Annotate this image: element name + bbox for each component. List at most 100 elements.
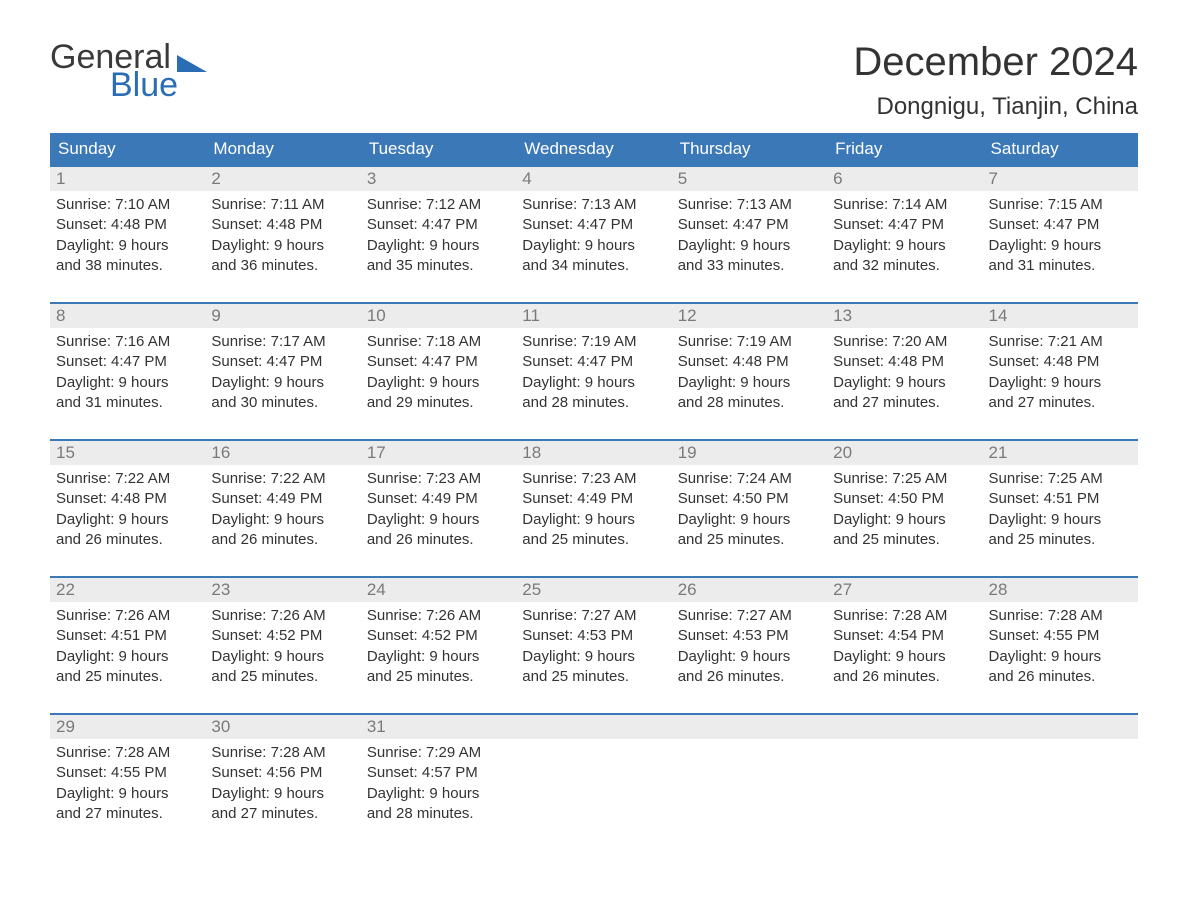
day-cell: 14Sunrise: 7:21 AMSunset: 4:48 PMDayligh… (983, 304, 1138, 419)
sunrise-text: Sunrise: 7:26 AM (56, 606, 199, 626)
day-cell: 19Sunrise: 7:24 AMSunset: 4:50 PMDayligh… (672, 441, 827, 556)
day-cell: 21Sunrise: 7:25 AMSunset: 4:51 PMDayligh… (983, 441, 1138, 556)
sunrise-text: Sunrise: 7:22 AM (56, 469, 199, 489)
daylight-text: Daylight: 9 hours (522, 510, 665, 530)
sunset-text: Sunset: 4:51 PM (989, 489, 1132, 509)
daylight-text: Daylight: 9 hours (833, 236, 976, 256)
day-number: 13 (827, 304, 982, 328)
day-number: 16 (205, 441, 360, 465)
sunrise-text: Sunrise: 7:19 AM (522, 332, 665, 352)
sunrise-text: Sunrise: 7:14 AM (833, 195, 976, 215)
daylight-text: Daylight: 9 hours (678, 510, 821, 530)
day-body: Sunrise: 7:28 AMSunset: 4:55 PMDaylight:… (50, 739, 205, 830)
weekday-header: Sunday (50, 133, 205, 165)
day-cell: 9Sunrise: 7:17 AMSunset: 4:47 PMDaylight… (205, 304, 360, 419)
sunrise-text: Sunrise: 7:24 AM (678, 469, 821, 489)
daylight-text: and 25 minutes. (678, 530, 821, 550)
day-number: 30 (205, 715, 360, 739)
daylight-text: and 30 minutes. (211, 393, 354, 413)
daylight-text: and 33 minutes. (678, 256, 821, 276)
daylight-text: Daylight: 9 hours (833, 373, 976, 393)
week-row: 8Sunrise: 7:16 AMSunset: 4:47 PMDaylight… (50, 302, 1138, 419)
sunrise-text: Sunrise: 7:18 AM (367, 332, 510, 352)
day-cell: 23Sunrise: 7:26 AMSunset: 4:52 PMDayligh… (205, 578, 360, 693)
day-number: 29 (50, 715, 205, 739)
daylight-text: Daylight: 9 hours (367, 236, 510, 256)
day-number: 27 (827, 578, 982, 602)
weekday-header: Monday (205, 133, 360, 165)
sunset-text: Sunset: 4:48 PM (56, 215, 199, 235)
brand-logo: General Blue (50, 40, 207, 102)
day-cell: 6Sunrise: 7:14 AMSunset: 4:47 PMDaylight… (827, 167, 982, 282)
title-block: December 2024 Dongnigu, Tianjin, China (853, 40, 1138, 121)
daylight-text: and 38 minutes. (56, 256, 199, 276)
day-cell: 3Sunrise: 7:12 AMSunset: 4:47 PMDaylight… (361, 167, 516, 282)
daylight-text: and 27 minutes. (989, 393, 1132, 413)
day-number: 9 (205, 304, 360, 328)
daylight-text: and 29 minutes. (367, 393, 510, 413)
day-body: Sunrise: 7:14 AMSunset: 4:47 PMDaylight:… (827, 191, 982, 282)
day-cell (983, 715, 1138, 830)
day-body: Sunrise: 7:28 AMSunset: 4:54 PMDaylight:… (827, 602, 982, 693)
daylight-text: Daylight: 9 hours (211, 784, 354, 804)
sunset-text: Sunset: 4:49 PM (211, 489, 354, 509)
daylight-text: and 26 minutes. (211, 530, 354, 550)
day-number: 1 (50, 167, 205, 191)
daylight-text: and 34 minutes. (522, 256, 665, 276)
sunrise-text: Sunrise: 7:28 AM (989, 606, 1132, 626)
sunset-text: Sunset: 4:48 PM (56, 489, 199, 509)
day-body: Sunrise: 7:17 AMSunset: 4:47 PMDaylight:… (205, 328, 360, 419)
day-number: 22 (50, 578, 205, 602)
day-number (827, 715, 982, 739)
sunset-text: Sunset: 4:56 PM (211, 763, 354, 783)
daylight-text: and 25 minutes. (989, 530, 1132, 550)
day-cell: 11Sunrise: 7:19 AMSunset: 4:47 PMDayligh… (516, 304, 671, 419)
daylight-text: Daylight: 9 hours (833, 510, 976, 530)
day-body: Sunrise: 7:27 AMSunset: 4:53 PMDaylight:… (516, 602, 671, 693)
daylight-text: and 35 minutes. (367, 256, 510, 276)
daylight-text: Daylight: 9 hours (56, 647, 199, 667)
sunset-text: Sunset: 4:53 PM (678, 626, 821, 646)
day-body: Sunrise: 7:27 AMSunset: 4:53 PMDaylight:… (672, 602, 827, 693)
day-body: Sunrise: 7:26 AMSunset: 4:51 PMDaylight:… (50, 602, 205, 693)
sunrise-text: Sunrise: 7:25 AM (989, 469, 1132, 489)
location-subtitle: Dongnigu, Tianjin, China (853, 93, 1138, 121)
sunset-text: Sunset: 4:47 PM (833, 215, 976, 235)
daylight-text: Daylight: 9 hours (367, 373, 510, 393)
day-number: 3 (361, 167, 516, 191)
daylight-text: and 26 minutes. (56, 530, 199, 550)
daylight-text: and 26 minutes. (989, 667, 1132, 687)
sunset-text: Sunset: 4:50 PM (678, 489, 821, 509)
day-number: 23 (205, 578, 360, 602)
daylight-text: Daylight: 9 hours (211, 236, 354, 256)
day-body: Sunrise: 7:19 AMSunset: 4:48 PMDaylight:… (672, 328, 827, 419)
sunrise-text: Sunrise: 7:12 AM (367, 195, 510, 215)
daylight-text: and 25 minutes. (367, 667, 510, 687)
day-cell: 20Sunrise: 7:25 AMSunset: 4:50 PMDayligh… (827, 441, 982, 556)
daylight-text: Daylight: 9 hours (367, 647, 510, 667)
daylight-text: Daylight: 9 hours (211, 510, 354, 530)
sunrise-text: Sunrise: 7:27 AM (522, 606, 665, 626)
daylight-text: Daylight: 9 hours (211, 647, 354, 667)
sunrise-text: Sunrise: 7:28 AM (211, 743, 354, 763)
sunset-text: Sunset: 4:54 PM (833, 626, 976, 646)
day-number: 15 (50, 441, 205, 465)
weekday-header-row: Sunday Monday Tuesday Wednesday Thursday… (50, 133, 1138, 165)
day-cell: 30 Sunrise: 7:28 AMSunset: 4:56 PMDayligh… (205, 715, 360, 830)
sunset-text: Sunset: 4:47 PM (989, 215, 1132, 235)
daylight-text: Daylight: 9 hours (989, 647, 1132, 667)
daylight-text: Daylight: 9 hours (367, 784, 510, 804)
month-title: December 2024 (853, 40, 1138, 85)
day-cell: 7Sunrise: 7:15 AMSunset: 4:47 PMDaylight… (983, 167, 1138, 282)
daylight-text: and 36 minutes. (211, 256, 354, 276)
sunrise-text: Sunrise: 7:29 AM (367, 743, 510, 763)
sunrise-text: Sunrise: 7:17 AM (211, 332, 354, 352)
weekday-header: Thursday (672, 133, 827, 165)
sunrise-text: Sunrise: 7:22 AM (211, 469, 354, 489)
daylight-text: and 31 minutes. (989, 256, 1132, 276)
day-body: Sunrise: 7:24 AMSunset: 4:50 PMDaylight:… (672, 465, 827, 556)
sunset-text: Sunset: 4:50 PM (833, 489, 976, 509)
day-body: Sunrise: 7:25 AMSunset: 4:50 PMDaylight:… (827, 465, 982, 556)
day-body: Sunrise: 7:26 AMSunset: 4:52 PMDaylight:… (205, 602, 360, 693)
day-number: 2 (205, 167, 360, 191)
